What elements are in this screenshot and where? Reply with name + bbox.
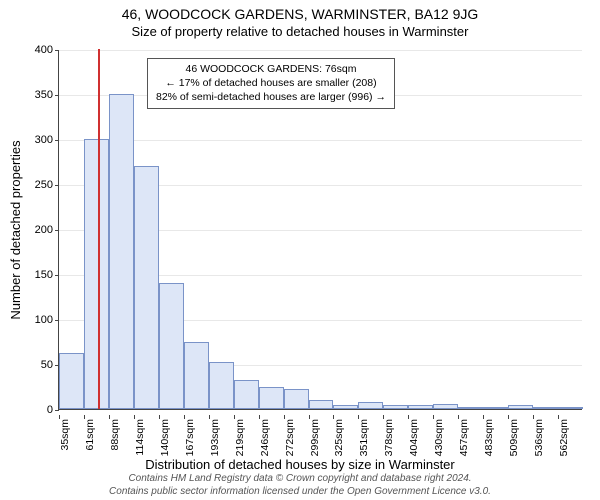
x-tick-label: 351sqm [358,419,370,456]
y-axis-label: Number of detached properties [8,140,23,319]
histogram-bar [284,389,309,409]
histogram-bar [234,380,259,409]
y-tick-mark [55,320,59,321]
histogram-bar [159,283,184,409]
x-tick-label: 325sqm [333,419,345,456]
histogram-bar [259,387,284,409]
histogram-bar [383,405,408,410]
x-tick-label: 272sqm [284,419,296,456]
property-size-marker [98,49,100,409]
x-tick-label: 430sqm [433,419,445,456]
attribution-footer: Contains HM Land Registry data © Crown c… [0,473,600,498]
y-tick-label: 300 [35,134,53,146]
histogram-bar [84,139,109,409]
x-tick-label: 88sqm [109,419,121,451]
histogram-bar [483,407,508,409]
y-tick-mark [55,275,59,276]
x-tick-label: 378sqm [383,419,395,456]
gridline [59,50,582,51]
x-tick-label: 167sqm [184,419,196,456]
x-tick-label: 536sqm [533,419,545,456]
histogram-bar [558,407,583,409]
y-tick-label: 200 [35,224,53,236]
x-tick-label: 299sqm [309,419,321,456]
y-tick-mark [55,95,59,96]
x-tick-label: 404sqm [408,419,420,456]
histogram-bar [59,353,84,409]
page-subtitle: Size of property relative to detached ho… [0,24,600,39]
footer-line-2: Contains public sector information licen… [0,486,600,499]
histogram-bar [358,402,383,409]
y-tick-label: 50 [41,359,53,371]
x-tick-label: 61sqm [84,419,96,451]
footer-line-1: Contains HM Land Registry data © Crown c… [0,473,600,486]
y-tick-mark [55,230,59,231]
y-tick-label: 0 [47,404,53,416]
y-tick-label: 150 [35,269,53,281]
y-tick-mark [55,185,59,186]
histogram-bar [458,407,483,409]
histogram-bar [533,407,558,409]
histogram-bar [408,405,433,409]
y-tick-label: 100 [35,314,53,326]
x-tick-label: 140sqm [159,419,171,456]
y-tick-label: 400 [35,44,53,56]
y-tick-mark [55,410,59,411]
x-tick-label: 246sqm [259,419,271,456]
y-tick-mark [55,50,59,51]
x-tick-label: 114sqm [134,419,146,456]
x-tick-label: 193sqm [209,419,221,456]
x-axis-label: Distribution of detached houses by size … [0,457,600,472]
histogram-bar [134,166,159,409]
y-tick-label: 350 [35,89,53,101]
x-tick-label: 35sqm [59,419,71,451]
histogram-bar [508,405,533,409]
annotation-box: 46 WOODCOCK GARDENS: 76sqm← 17% of detac… [147,58,395,109]
histogram-bar [184,342,209,410]
histogram-bar [433,404,458,409]
y-tick-mark [55,140,59,141]
histogram-bar [109,94,134,409]
x-tick-label: 457sqm [458,419,470,456]
histogram-bar [309,400,334,409]
x-tick-label: 562sqm [558,419,570,456]
x-tick-label: 483sqm [483,419,495,456]
gridline [59,140,582,141]
plot-area: 05010015020025030035040035sqm61sqm88sqm1… [58,50,582,410]
x-tick-label: 509sqm [508,419,520,456]
annotation-line: 46 WOODCOCK GARDENS: 76sqm [156,62,386,76]
x-tick-label: 219sqm [234,419,246,456]
histogram-bar [209,362,234,409]
page-title: 46, WOODCOCK GARDENS, WARMINSTER, BA12 9… [0,6,600,22]
annotation-line: 82% of semi-detached houses are larger (… [156,90,386,104]
histogram-plot: 05010015020025030035040035sqm61sqm88sqm1… [58,50,582,410]
histogram-bar [333,405,358,409]
y-tick-label: 250 [35,179,53,191]
annotation-line: ← 17% of detached houses are smaller (20… [156,76,386,90]
